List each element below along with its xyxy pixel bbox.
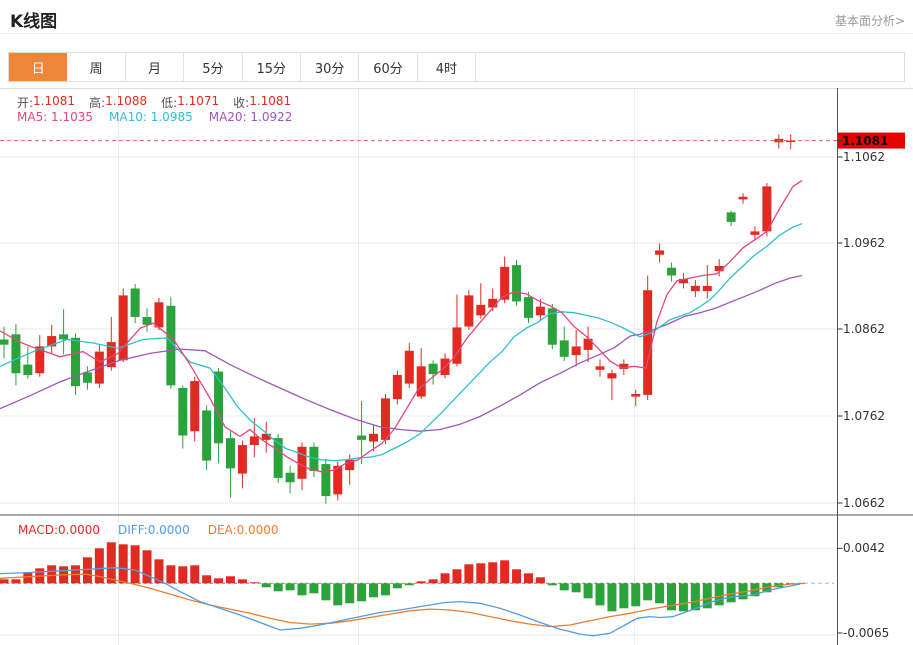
header-divider (0, 33, 913, 34)
ma20-legend: MA20: 1.0922 (208, 110, 293, 124)
tab-30min[interactable]: 30分 (300, 53, 360, 81)
tab-day[interactable]: 日 (9, 53, 68, 81)
ohlc-high: 高: 1.1088 (89, 94, 148, 110)
ohlc-open: 开: 1.1081 (17, 94, 76, 110)
tab-15min[interactable]: 15分 (242, 53, 301, 81)
ma10-legend: MA10: 1.0985 (109, 110, 193, 124)
tab-60min[interactable]: 60分 (359, 53, 418, 81)
y-axis-label-2: 1.0962 (843, 236, 885, 250)
ohlc-close: 收: 1.1081 (233, 94, 292, 110)
chart-area[interactable]: 开: 1.1081 高: 1.1088 低: 1.1071 收: 1.1081 MA5:… (0, 88, 913, 645)
y-axis-label-1: 1.1062 (843, 150, 885, 164)
diff-value: DIFF:0.0000 (118, 523, 190, 537)
ohlc-low: 低: 1.1071 (161, 94, 220, 110)
macd-value: MACD:0.0000 (18, 523, 101, 537)
candlestick-chart-canvas[interactable] (0, 88, 913, 645)
tabbar-filler (476, 53, 904, 81)
y-axis-label-5: 1.0662 (843, 496, 885, 510)
y-axis-label-4: 1.0762 (843, 409, 885, 423)
tab-5min[interactable]: 5分 (184, 53, 243, 81)
ohlc-legend: 开: 1.1081 高: 1.1088 低: 1.1071 收: 1.1081 (17, 94, 291, 111)
tab-week[interactable]: 周 (67, 53, 126, 81)
tab-month[interactable]: 月 (125, 53, 185, 81)
macd-legend: MACD:0.0000 DIFF:0.0000 DEA:0.0000 (18, 523, 279, 537)
macd-axis-label-2: -0.0065 (843, 626, 890, 640)
ma-legend: MA5: 1.1035 MA10: 1.0985 MA20: 1.0922 (17, 110, 292, 124)
fundamental-analysis-link[interactable]: 基本面分析> (834, 14, 905, 28)
current-price-tag: 1.1081 (842, 134, 889, 148)
tab-4hour[interactable]: 4时 (417, 53, 477, 81)
page-title: K线图 (10, 12, 58, 32)
macd-axis-label-1: 0.0042 (843, 541, 885, 555)
dea-value: DEA:0.0000 (207, 523, 279, 537)
y-axis-label-3: 1.0862 (843, 322, 885, 336)
period-tabbar: 日 周 月 5分 15分 30分 60分 4时 (8, 52, 905, 82)
ma5-legend: MA5: 1.1035 (17, 110, 94, 124)
